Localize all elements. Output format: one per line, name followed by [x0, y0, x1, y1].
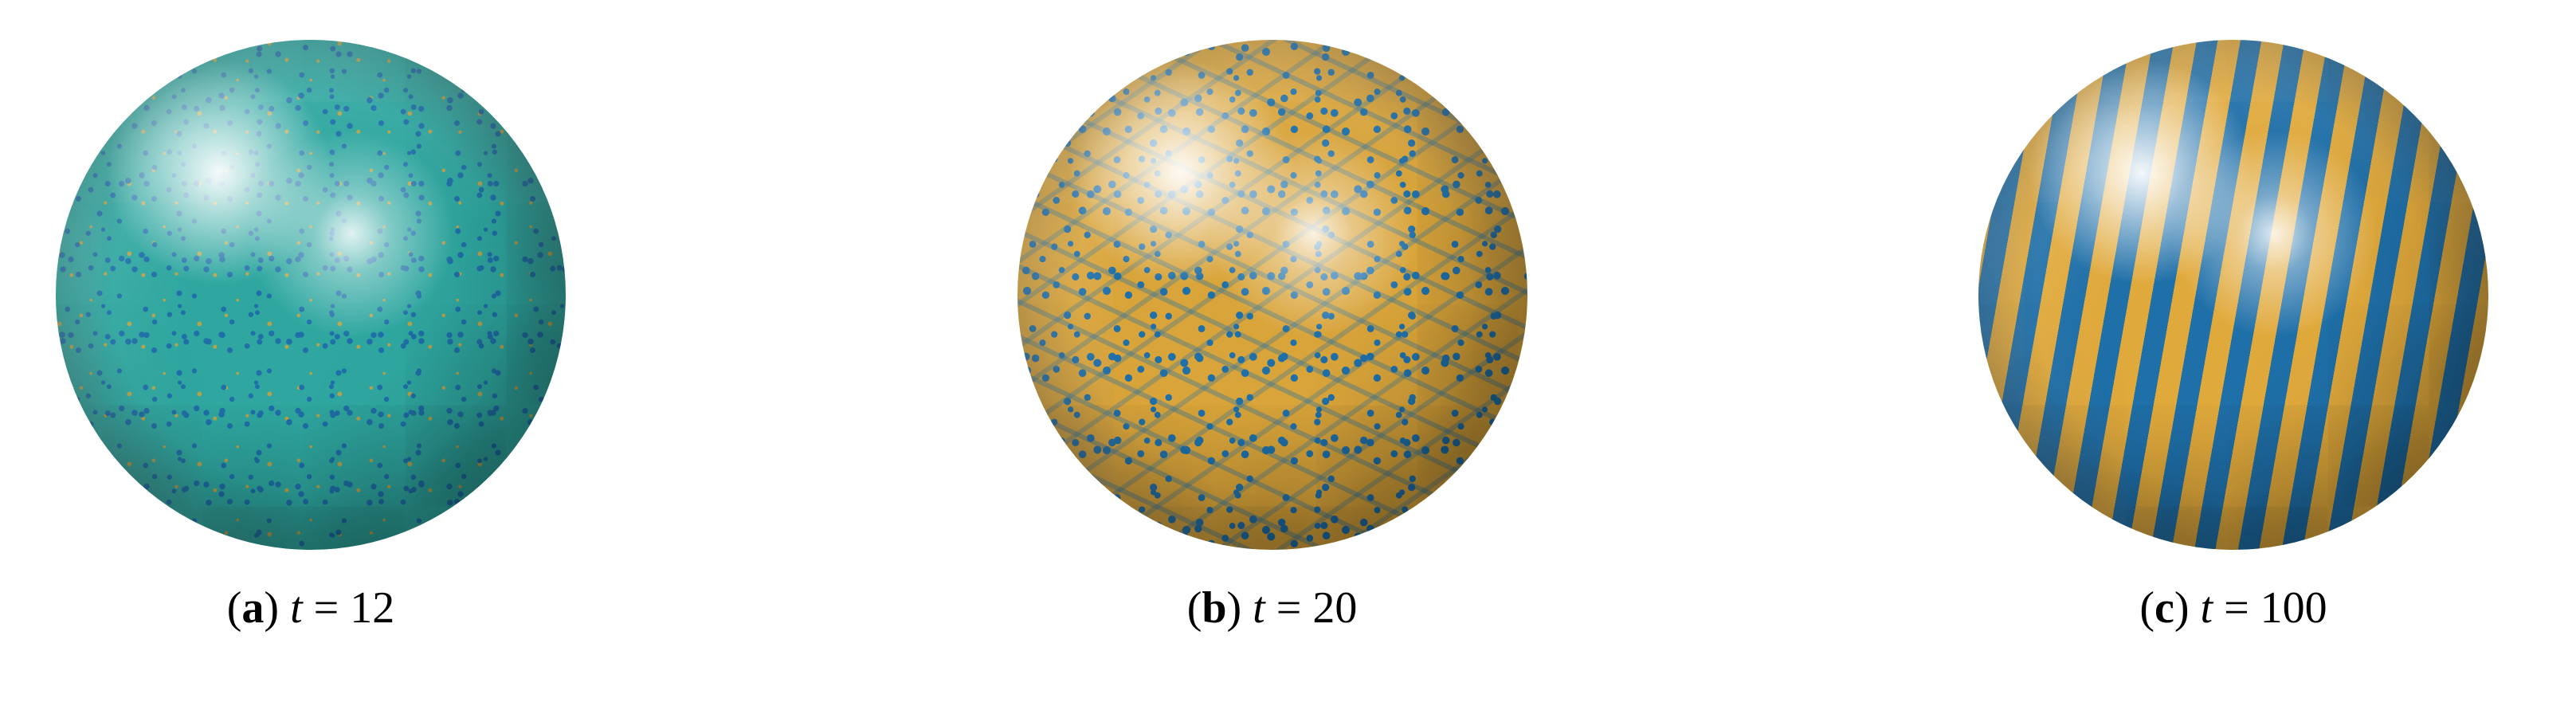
panel-c: (c) t = 100 [1955, 16, 2512, 635]
sphere-c [1978, 40, 2488, 550]
caption-b-letter: b [1202, 583, 1226, 633]
caption-a-value: 12 [350, 583, 394, 633]
caption-c-var: t [2201, 583, 2213, 633]
caption-c-value: 100 [2260, 583, 2327, 633]
panel-a: (a) t = 12 [32, 16, 590, 635]
caption-b: (b) t = 20 [1187, 582, 1358, 635]
sphere-a [56, 40, 566, 550]
caption-a-letter: a [241, 583, 264, 633]
caption-a-var: t [290, 583, 303, 633]
sphere-wrap-b [994, 16, 1551, 574]
caption-a: (a) t = 12 [227, 582, 394, 635]
caption-b-value: 20 [1312, 583, 1357, 633]
figure-row: (a) t = 12 (b) t = 20 (c) t = 100 [0, 0, 2576, 651]
caption-c: (c) t = 100 [2139, 582, 2327, 635]
caption-c-letter: c [2155, 583, 2174, 633]
sphere-wrap-a [32, 16, 590, 574]
sphere-wrap-c [1955, 16, 2512, 574]
caption-b-var: t [1253, 583, 1265, 633]
sphere-b [1017, 40, 1527, 550]
panel-b: (b) t = 20 [994, 16, 1551, 635]
